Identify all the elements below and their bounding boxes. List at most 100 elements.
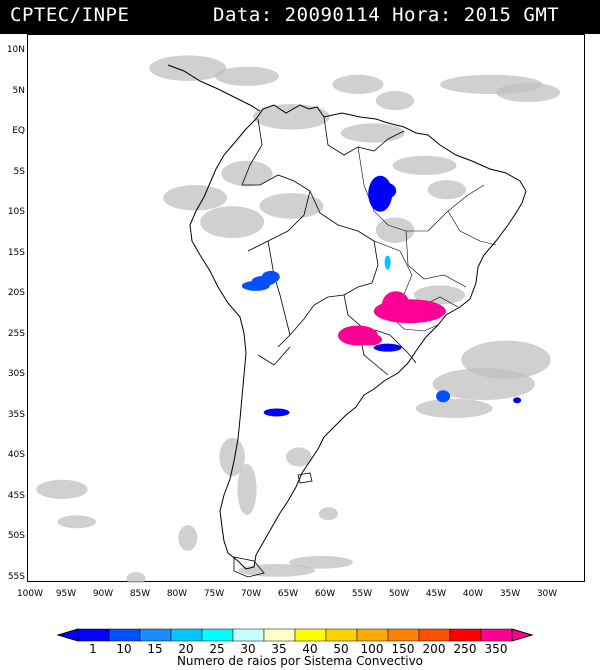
cloud-patch xyxy=(237,463,257,515)
cloud-patch xyxy=(253,104,330,130)
lat-label: 40S xyxy=(7,450,25,460)
cloud-patch xyxy=(200,206,265,239)
legend-value: 1 xyxy=(89,642,97,656)
convective-system-south-brazil xyxy=(373,343,402,352)
cloud-patch xyxy=(215,66,279,86)
legend-swatch xyxy=(325,628,358,642)
legend-value: 10 xyxy=(116,642,132,656)
cloud-patch xyxy=(219,437,245,477)
convective-system-argentina xyxy=(263,408,290,417)
legend-title: Numero de raios por Sistema Convectivo xyxy=(176,654,424,668)
lon-label: 40W xyxy=(462,589,484,599)
cloud-patch xyxy=(392,155,457,175)
legend-swatch xyxy=(449,628,482,642)
cloud-patch xyxy=(432,368,535,401)
lon-label: 85W xyxy=(129,589,151,599)
lat-label: 30S xyxy=(7,369,25,379)
legend-swatch xyxy=(77,628,110,642)
cloud-patch xyxy=(415,398,493,418)
lon-label: 70W xyxy=(240,589,262,599)
legend-value: 350 xyxy=(484,642,508,656)
cloud-patch xyxy=(332,74,384,94)
convective-system-atlantic-2 xyxy=(513,397,522,404)
legend-value: 20 xyxy=(178,642,194,656)
cloud-patch xyxy=(427,180,466,200)
legend-value: 25 xyxy=(209,642,225,656)
lon-label: 30W xyxy=(536,589,558,599)
legend-swatch xyxy=(263,628,296,642)
legend-swatch xyxy=(294,628,327,642)
agency-label: CPTEC/INPE xyxy=(10,4,130,26)
legend-swatch xyxy=(387,628,420,642)
cloud-patch xyxy=(413,285,465,305)
cloud-patch xyxy=(238,564,315,577)
legend-value: 35 xyxy=(271,642,287,656)
lon-label: 55W xyxy=(351,589,373,599)
lon-label: 35W xyxy=(499,589,521,599)
legend-arrow-low xyxy=(56,628,79,642)
cloud-patch xyxy=(178,525,198,551)
convective-system-northeast-brazil xyxy=(370,195,387,208)
lat-label: 45S xyxy=(7,491,25,501)
legend-value: 40 xyxy=(302,642,318,656)
legend-swatch xyxy=(170,628,203,642)
cloud-patch xyxy=(259,193,324,219)
legend-value: 150 xyxy=(391,642,415,656)
legend-value: 50 xyxy=(333,642,349,656)
tierra-del-fuego xyxy=(233,556,265,578)
convective-system-northeast-brazil xyxy=(376,182,397,199)
map-canvas xyxy=(36,55,561,583)
convective-systems-layer xyxy=(241,175,522,417)
lon-label: 95W xyxy=(55,589,77,599)
cloud-patch xyxy=(126,572,146,583)
lat-label: 25S xyxy=(7,329,25,339)
lat-label: EQ xyxy=(12,126,25,136)
lon-label: 50W xyxy=(388,589,410,599)
legend-swatch xyxy=(139,628,172,642)
cloud-patch xyxy=(289,555,353,569)
lon-label: 80W xyxy=(166,589,188,599)
legend-swatch xyxy=(232,628,265,642)
lat-label: 5N xyxy=(12,86,25,96)
lon-label: 100W xyxy=(16,589,44,599)
cloud-patch xyxy=(286,447,312,467)
lat-label: 50S xyxy=(7,531,25,541)
legend-value: 15 xyxy=(147,642,163,656)
convective-system-paraguay-parana xyxy=(358,333,382,346)
cloud-patch xyxy=(149,55,227,81)
country-borders xyxy=(241,116,417,376)
lon-label: 65W xyxy=(277,589,299,599)
map-header: CPTEC/INPE Data: 20090114 Hora: 2015 GMT xyxy=(0,0,600,34)
legend-swatch xyxy=(418,628,451,642)
legend-value: 200 xyxy=(422,642,446,656)
convective-system-atlantic-1 xyxy=(436,390,451,403)
lat-label: 10S xyxy=(7,207,25,217)
cloud-patch xyxy=(496,82,561,103)
legend-value: 100 xyxy=(360,642,384,656)
central-america-outline xyxy=(167,64,261,112)
legend-value: 30 xyxy=(240,642,256,656)
cloud-patch xyxy=(375,91,415,111)
cloud-patch xyxy=(340,123,405,143)
lon-label: 90W xyxy=(92,589,114,599)
lat-label: 10N xyxy=(6,45,25,55)
falklands-outline xyxy=(297,472,313,484)
lat-label: 15S xyxy=(7,248,25,258)
cloud-patch xyxy=(318,507,338,521)
cloud-patch xyxy=(57,515,96,529)
state-borders xyxy=(357,146,497,332)
lon-label: 75W xyxy=(203,589,225,599)
lon-label: 45W xyxy=(425,589,447,599)
cloud-layer xyxy=(36,55,561,583)
legend-swatch xyxy=(480,628,513,642)
lat-label: 35S xyxy=(7,410,25,420)
legend-swatch xyxy=(201,628,234,642)
lon-label: 60W xyxy=(314,589,336,599)
convective-system-central-brazil xyxy=(384,255,391,270)
legend-swatch xyxy=(356,628,389,642)
lat-label: 20S xyxy=(7,288,25,298)
lat-label: 55S xyxy=(7,572,25,582)
color-scale-legend xyxy=(56,628,534,642)
cloud-patch xyxy=(36,479,88,499)
legend-value: 250 xyxy=(453,642,477,656)
